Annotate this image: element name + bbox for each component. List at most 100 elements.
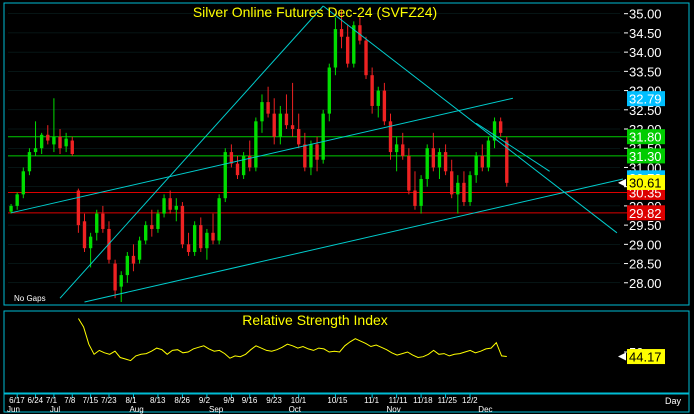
candle-body-64 — [401, 144, 405, 156]
marker-label-0: 31.80 — [629, 130, 662, 145]
candle-body-6 — [46, 134, 50, 141]
candle-body-68 — [425, 148, 429, 179]
candle-body-30 — [192, 225, 197, 253]
candle-body-42 — [266, 102, 270, 114]
candle-body-5 — [39, 134, 44, 149]
candle-body-73 — [456, 182, 460, 195]
rsi-current-label: 44.17 — [629, 350, 662, 365]
candle-body-39 — [248, 155, 252, 168]
candle-body-49 — [309, 144, 313, 168]
candle-body-9 — [64, 138, 68, 147]
candle-body-0 — [9, 205, 13, 212]
candle-body-20 — [131, 255, 136, 264]
candle-body-34 — [217, 198, 221, 241]
price-tick-label-1: 28.50 — [629, 257, 662, 272]
candle-body-12 — [82, 221, 87, 249]
candle-body-67 — [419, 178, 423, 206]
marker-label-bg-1 — [627, 148, 665, 164]
date-tick-label-10: 9/9 — [223, 396, 235, 405]
price-tick-label-12: 34.00 — [629, 45, 662, 60]
candle-body-14 — [95, 213, 99, 233]
rsi-title: Relative Strength Index — [242, 312, 388, 328]
candle-body-69 — [431, 148, 436, 168]
month-label-2: Aug — [129, 405, 143, 414]
candle-body-28 — [180, 205, 185, 245]
candle-body-7 — [52, 136, 56, 145]
month-label-4: Oct — [289, 405, 302, 414]
marker-label-bg-3 — [627, 205, 665, 221]
price-tick-label-9: 32.50 — [629, 103, 662, 118]
date-tick-label-6: 8/1 — [125, 396, 137, 405]
candle-body-58 — [364, 40, 368, 76]
date-tick-label-19: 12/2 — [462, 396, 478, 405]
trendline-3 — [322, 5, 618, 234]
candle-body-31 — [199, 225, 203, 249]
date-tick-label-18: 11/25 — [438, 396, 458, 405]
candle-body-35 — [223, 152, 227, 199]
candle-body-81 — [505, 140, 509, 183]
date-tick-label-5: 7/23 — [101, 396, 117, 405]
date-tick-label-9: 9/2 — [199, 396, 211, 405]
candle-body-4 — [33, 148, 38, 153]
trendline-1 — [59, 5, 324, 299]
candle-body-51 — [321, 113, 325, 160]
candle-body-57 — [358, 25, 362, 41]
price-tick-label-2: 29.00 — [629, 237, 662, 252]
date-tick-label-0: 6/17 — [9, 396, 25, 405]
candle-body-74 — [462, 182, 466, 203]
candle-body-44 — [278, 113, 283, 137]
month-label-6: Dec — [478, 405, 492, 414]
candle-body-19 — [125, 255, 130, 276]
date-tick-label-4: 7/15 — [83, 396, 99, 405]
date-tick-label-15: 11/1 — [364, 396, 380, 405]
candle-body-37 — [235, 163, 240, 176]
candle-body-43 — [272, 113, 276, 137]
candle-body-75 — [468, 175, 472, 203]
candle-body-66 — [413, 190, 417, 206]
price-gridlines — [8, 13, 620, 284]
candle-body-53 — [333, 29, 338, 68]
candle-body-25 — [162, 198, 166, 214]
candle-body-8 — [58, 136, 62, 149]
candle-body-54 — [339, 29, 344, 37]
rsi-panel-frame — [3, 310, 690, 394]
candle-body-79 — [492, 121, 497, 141]
candle-body-76 — [474, 155, 478, 176]
no-gaps-label: No Gaps — [14, 294, 46, 303]
candle-body-80 — [498, 121, 503, 133]
candle-body-1 — [15, 194, 19, 206]
candle-body-78 — [486, 140, 491, 168]
marker-label-3: 29.82 — [629, 206, 662, 221]
candle-body-59 — [370, 75, 374, 106]
candle-body-36 — [229, 152, 234, 164]
candle-body-47 — [297, 129, 301, 145]
month-label-5: Nov — [387, 405, 401, 414]
candle-body-3 — [27, 152, 32, 172]
candle-body-32 — [205, 232, 209, 249]
date-tick-label-1: 6/24 — [28, 396, 44, 405]
candle-body-23 — [150, 225, 154, 229]
candle-body-17 — [113, 263, 117, 291]
trendlines — [10, 5, 624, 303]
candle-body-60 — [376, 90, 380, 106]
trendline-2 — [84, 178, 624, 303]
candle-body-52 — [327, 67, 331, 114]
candle-body-70 — [437, 152, 442, 168]
candle-body-45 — [284, 113, 289, 126]
date-tick-label-17: 11/18 — [413, 396, 433, 405]
marker-label-bg-4 — [627, 91, 665, 107]
candle-body-18 — [119, 275, 123, 287]
candle-body-10 — [70, 140, 74, 154]
candle-body-21 — [137, 240, 142, 260]
date-tick-label-13: 10/1 — [291, 396, 307, 405]
candle-body-48 — [303, 144, 307, 168]
candle-body-24 — [156, 213, 160, 229]
candle-body-56 — [352, 25, 356, 64]
candle-body-26 — [168, 198, 172, 210]
trendline-0 — [10, 97, 514, 214]
month-label-3: Sep — [209, 405, 224, 414]
candle-body-15 — [101, 213, 105, 229]
date-tick-label-7: 8/13 — [150, 396, 166, 405]
marker-label-1: 31.30 — [629, 149, 662, 164]
